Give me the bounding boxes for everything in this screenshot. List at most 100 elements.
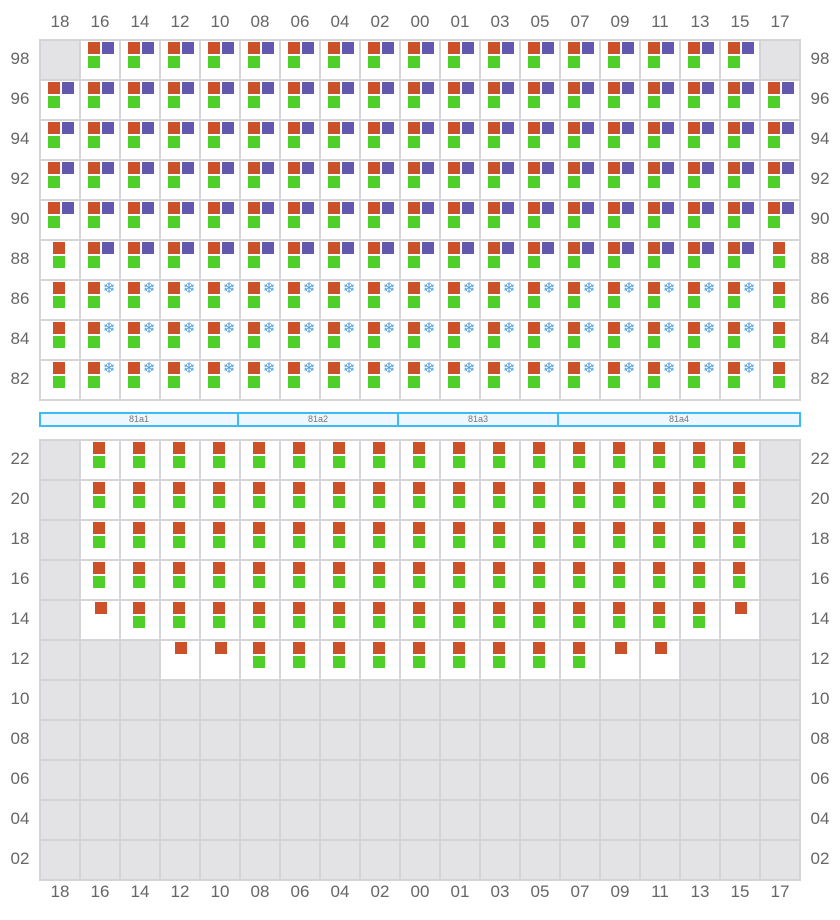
slot-92-07[interactable] — [560, 160, 600, 200]
slot-86-10[interactable]: ❄ — [200, 280, 240, 320]
slot-96-14[interactable] — [120, 80, 160, 120]
slot-84-09[interactable]: ❄ — [600, 320, 640, 360]
slot-98-14[interactable] — [120, 40, 160, 80]
slot-96-16[interactable] — [80, 80, 120, 120]
slot-94-15[interactable] — [720, 120, 760, 160]
slot-16-11[interactable] — [640, 560, 680, 600]
segment-81a2[interactable]: 81a2 — [237, 412, 399, 427]
slot-96-07[interactable] — [560, 80, 600, 120]
slot-82-05[interactable]: ❄ — [520, 360, 560, 400]
slot-14-11[interactable] — [640, 600, 680, 640]
slot-84-11[interactable]: ❄ — [640, 320, 680, 360]
slot-12-07[interactable] — [560, 640, 600, 680]
slot-92-16[interactable] — [80, 160, 120, 200]
slot-88-14[interactable] — [120, 240, 160, 280]
slot-98-01[interactable] — [440, 40, 480, 80]
slot-90-01[interactable] — [440, 200, 480, 240]
slot-20-04[interactable] — [320, 480, 360, 520]
slot-90-11[interactable] — [640, 200, 680, 240]
slot-84-04[interactable]: ❄ — [320, 320, 360, 360]
slot-16-04[interactable] — [320, 560, 360, 600]
slot-82-07[interactable]: ❄ — [560, 360, 600, 400]
slot-98-10[interactable] — [200, 40, 240, 80]
slot-82-08[interactable]: ❄ — [240, 360, 280, 400]
slot-84-03[interactable]: ❄ — [480, 320, 520, 360]
slot-94-09[interactable] — [600, 120, 640, 160]
slot-90-06[interactable] — [280, 200, 320, 240]
slot-12-10[interactable] — [200, 640, 240, 680]
slot-22-11[interactable] — [640, 440, 680, 480]
slot-16-13[interactable] — [680, 560, 720, 600]
slot-82-10[interactable]: ❄ — [200, 360, 240, 400]
slot-16-02[interactable] — [360, 560, 400, 600]
slot-86-00[interactable]: ❄ — [400, 280, 440, 320]
slot-98-09[interactable] — [600, 40, 640, 80]
slot-82-15[interactable]: ❄ — [720, 360, 760, 400]
slot-20-12[interactable] — [160, 480, 200, 520]
slot-16-07[interactable] — [560, 560, 600, 600]
slot-18-12[interactable] — [160, 520, 200, 560]
slot-20-09[interactable] — [600, 480, 640, 520]
slot-86-05[interactable]: ❄ — [520, 280, 560, 320]
slot-14-00[interactable] — [400, 600, 440, 640]
slot-82-12[interactable]: ❄ — [160, 360, 200, 400]
slot-14-14[interactable] — [120, 600, 160, 640]
slot-14-03[interactable] — [480, 600, 520, 640]
slot-22-00[interactable] — [400, 440, 440, 480]
slot-82-03[interactable]: ❄ — [480, 360, 520, 400]
segment-81a4[interactable]: 81a4 — [557, 412, 801, 427]
slot-96-15[interactable] — [720, 80, 760, 120]
slot-18-00[interactable] — [400, 520, 440, 560]
slot-20-15[interactable] — [720, 480, 760, 520]
slot-22-05[interactable] — [520, 440, 560, 480]
slot-88-16[interactable] — [80, 240, 120, 280]
slot-22-14[interactable] — [120, 440, 160, 480]
slot-18-01[interactable] — [440, 520, 480, 560]
segment-81a1[interactable]: 81a1 — [39, 412, 239, 427]
slot-18-15[interactable] — [720, 520, 760, 560]
slot-96-17[interactable] — [760, 80, 800, 120]
slot-86-08[interactable]: ❄ — [240, 280, 280, 320]
slot-90-05[interactable] — [520, 200, 560, 240]
slot-84-10[interactable]: ❄ — [200, 320, 240, 360]
slot-92-00[interactable] — [400, 160, 440, 200]
slot-16-03[interactable] — [480, 560, 520, 600]
slot-20-07[interactable] — [560, 480, 600, 520]
slot-94-03[interactable] — [480, 120, 520, 160]
slot-96-02[interactable] — [360, 80, 400, 120]
slot-22-04[interactable] — [320, 440, 360, 480]
slot-90-00[interactable] — [400, 200, 440, 240]
slot-90-15[interactable] — [720, 200, 760, 240]
slot-96-08[interactable] — [240, 80, 280, 120]
slot-12-12[interactable] — [160, 640, 200, 680]
slot-96-05[interactable] — [520, 80, 560, 120]
slot-98-13[interactable] — [680, 40, 720, 80]
slot-92-08[interactable] — [240, 160, 280, 200]
slot-82-18[interactable] — [40, 360, 80, 400]
slot-90-13[interactable] — [680, 200, 720, 240]
slot-82-16[interactable]: ❄ — [80, 360, 120, 400]
slot-92-01[interactable] — [440, 160, 480, 200]
slot-92-04[interactable] — [320, 160, 360, 200]
slot-14-06[interactable] — [280, 600, 320, 640]
slot-84-18[interactable] — [40, 320, 80, 360]
slot-90-02[interactable] — [360, 200, 400, 240]
slot-86-15[interactable]: ❄ — [720, 280, 760, 320]
slot-90-03[interactable] — [480, 200, 520, 240]
slot-94-08[interactable] — [240, 120, 280, 160]
slot-92-12[interactable] — [160, 160, 200, 200]
slot-14-12[interactable] — [160, 600, 200, 640]
slot-16-09[interactable] — [600, 560, 640, 600]
slot-96-00[interactable] — [400, 80, 440, 120]
slot-96-01[interactable] — [440, 80, 480, 120]
slot-98-03[interactable] — [480, 40, 520, 80]
slot-82-17[interactable] — [760, 360, 800, 400]
slot-14-16[interactable] — [80, 600, 120, 640]
slot-12-08[interactable] — [240, 640, 280, 680]
slot-88-11[interactable] — [640, 240, 680, 280]
slot-84-12[interactable]: ❄ — [160, 320, 200, 360]
slot-98-16[interactable] — [80, 40, 120, 80]
slot-18-02[interactable] — [360, 520, 400, 560]
slot-22-15[interactable] — [720, 440, 760, 480]
slot-84-14[interactable]: ❄ — [120, 320, 160, 360]
